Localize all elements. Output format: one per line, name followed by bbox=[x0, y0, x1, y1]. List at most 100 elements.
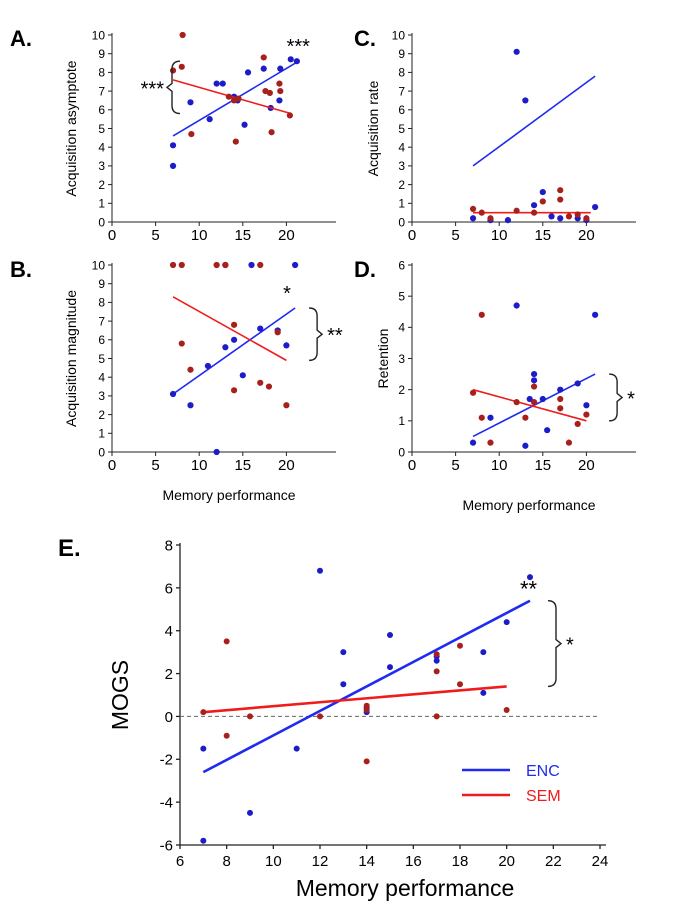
y-tick-label: 9 bbox=[98, 47, 105, 61]
sem-point bbox=[557, 187, 564, 194]
x-tick-label: 22 bbox=[545, 853, 562, 870]
sem-point bbox=[363, 707, 370, 713]
y-tick-label: 4 bbox=[98, 141, 105, 155]
sem-point bbox=[478, 311, 485, 318]
enc-point bbox=[200, 837, 207, 844]
sem-point bbox=[574, 420, 581, 428]
x-tick-label: 20 bbox=[278, 227, 295, 244]
y-tick-label: 7 bbox=[398, 84, 405, 98]
x-tick-label: 5 bbox=[151, 457, 159, 474]
enc-point bbox=[239, 372, 246, 379]
enc-point bbox=[574, 380, 581, 387]
y-axis-label: Acquisition asymptote bbox=[63, 60, 79, 196]
sem-point bbox=[317, 713, 323, 720]
enc-fit-line bbox=[172, 307, 296, 395]
enc-point bbox=[277, 65, 284, 72]
sem-point bbox=[188, 131, 195, 138]
sem-fit-line bbox=[203, 685, 507, 714]
x-tick-label: 15 bbox=[534, 227, 551, 244]
y-axis-label: Acquisition magnitude bbox=[63, 290, 79, 427]
x-tick-label: 15 bbox=[234, 227, 251, 244]
sem-point bbox=[433, 713, 440, 720]
enc-point bbox=[387, 632, 393, 638]
significance-stars: ** bbox=[520, 577, 538, 602]
enc-point bbox=[247, 809, 253, 816]
sem-point bbox=[487, 439, 494, 446]
enc-point bbox=[513, 302, 520, 309]
enc-point bbox=[592, 311, 599, 318]
x-tick-label: 12 bbox=[312, 853, 329, 870]
y-tick-label: 2 bbox=[98, 178, 105, 192]
enc-point bbox=[530, 202, 538, 209]
significance-bracket bbox=[547, 600, 563, 688]
sem-point bbox=[283, 402, 290, 409]
sem-point bbox=[247, 713, 253, 720]
sem-point bbox=[276, 80, 283, 87]
sem-point bbox=[433, 651, 440, 658]
enc-point bbox=[557, 386, 564, 393]
enc-point bbox=[276, 97, 283, 104]
y-axis-label: Retention bbox=[375, 329, 391, 389]
significance-stars: * bbox=[283, 283, 291, 305]
y-tick-label: 4 bbox=[398, 321, 405, 335]
x-tick-label: 10 bbox=[191, 227, 208, 244]
sem-point bbox=[565, 439, 573, 446]
sem-point bbox=[178, 340, 185, 347]
enc-point bbox=[513, 48, 520, 55]
y-tick-label: 3 bbox=[98, 389, 105, 403]
x-tick-label: 5 bbox=[151, 227, 159, 244]
enc-point bbox=[213, 448, 220, 456]
y-tick-label: 1 bbox=[98, 427, 105, 441]
sem-point bbox=[487, 215, 494, 222]
sem-point bbox=[530, 399, 538, 406]
y-tick-label: 8 bbox=[98, 66, 105, 80]
y-tick-label: 3 bbox=[398, 352, 405, 366]
y-tick-label: 2 bbox=[165, 666, 173, 683]
y-tick-label: 10 bbox=[92, 258, 106, 272]
sem-point bbox=[260, 54, 267, 61]
y-tick-label: 4 bbox=[398, 141, 405, 155]
panel-label: E. bbox=[58, 535, 81, 562]
enc-point bbox=[340, 681, 347, 688]
y-tick-label: 7 bbox=[98, 84, 105, 98]
sem-point bbox=[230, 321, 238, 328]
x-axis-label: Memory performance bbox=[162, 487, 295, 503]
y-tick-label: 3 bbox=[98, 159, 105, 173]
enc-point bbox=[169, 162, 177, 169]
y-tick-label: 5 bbox=[98, 352, 105, 366]
legend-item-sem: SEM bbox=[462, 788, 561, 805]
panel-label: D. bbox=[354, 257, 376, 282]
panel-a: A. 0 1 2 3 4 5 6 7 8 9 10 0 5 10 15 20 Acquisition asympt… bbox=[10, 26, 336, 244]
enc-point bbox=[213, 80, 220, 87]
sem-point bbox=[583, 215, 590, 222]
x-tick-label: 6 bbox=[176, 853, 184, 870]
y-tick-label: 0 bbox=[398, 445, 405, 459]
enc-point bbox=[469, 439, 477, 446]
enc-point bbox=[387, 664, 393, 671]
sem-point bbox=[457, 642, 463, 649]
sem-point bbox=[557, 405, 564, 412]
sem-point bbox=[222, 261, 229, 269]
enc-point bbox=[241, 121, 248, 128]
y-tick-label: 0 bbox=[98, 215, 105, 229]
x-tick-label: 15 bbox=[234, 457, 251, 474]
enc-point bbox=[469, 215, 477, 222]
sem-point bbox=[266, 89, 273, 97]
enc-point bbox=[530, 377, 538, 384]
x-tick-label: 0 bbox=[108, 457, 116, 474]
panel-label: B. bbox=[10, 257, 32, 282]
enc-point bbox=[222, 344, 229, 351]
sem-point bbox=[522, 414, 529, 421]
y-tick-label: 5 bbox=[398, 289, 405, 303]
enc-point bbox=[530, 370, 538, 378]
x-tick-label: 10 bbox=[191, 457, 208, 474]
panel-b: B. 0 1 2 3 4 5 6 7 8 9 10 0 5 10 15 20 Acquisition magnit… bbox=[10, 257, 343, 503]
x-tick-label: 0 bbox=[408, 227, 416, 244]
legend-label: SEM bbox=[526, 788, 561, 805]
y-tick-label: 6 bbox=[165, 580, 173, 597]
panel-d: D. 0 1 2 3 4 5 6 0 5 10 15 20 Retention Memory perform… bbox=[354, 257, 636, 513]
enc-point bbox=[522, 97, 529, 104]
enc-point bbox=[527, 574, 533, 581]
y-axis-label: MOGS bbox=[107, 660, 133, 730]
